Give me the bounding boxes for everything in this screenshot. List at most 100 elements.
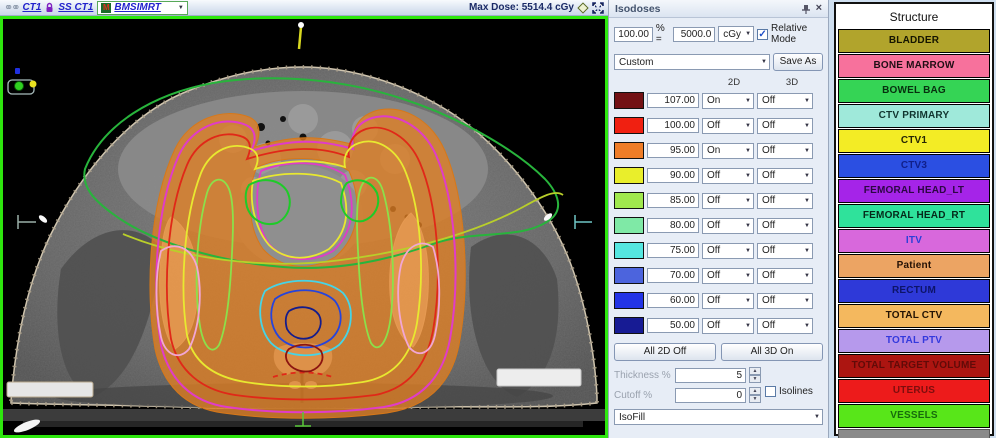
chevron-down-icon[interactable]: ▼ [177, 4, 184, 11]
isodose-level-input[interactable]: 100.00 [647, 118, 699, 133]
isodose-color-swatch[interactable] [614, 92, 644, 109]
chevron-down-icon: ▼ [745, 122, 751, 129]
isodose-level-input[interactable]: 107.00 [647, 93, 699, 108]
isodose-3d-select[interactable]: Off ▼ [757, 92, 813, 109]
isodoses-titlebar[interactable]: Isodoses × [609, 0, 828, 18]
isodose-color-swatch[interactable] [614, 317, 644, 334]
thickness-stepper[interactable]: ▲ ▼ [749, 367, 761, 383]
chevron-down-icon: ▼ [745, 97, 751, 104]
isodose-row: 90.00 Off ▼ Off ▼ [614, 165, 823, 186]
isodose-2d-select[interactable]: Off ▼ [702, 217, 754, 234]
percent-equals-label: % = [655, 23, 665, 45]
isodose-color-swatch[interactable] [614, 292, 644, 309]
chevron-down-icon: ▼ [804, 322, 810, 329]
plan-name[interactable]: BMSIMRT [114, 2, 161, 13]
structure-row[interactable]: FEMORAL HEAD_RT [838, 204, 990, 228]
axis-markers [17, 22, 592, 427]
structure-row[interactable]: RECTUM [838, 279, 990, 303]
isodose-row: 100.00 Off ▼ Off ▼ [614, 115, 823, 136]
isodose-level-input[interactable]: 50.00 [647, 318, 699, 333]
ct-axial-viewport[interactable] [0, 16, 608, 438]
isodose-color-swatch[interactable] [614, 242, 644, 259]
isofill-select[interactable]: IsoFill ▼ [614, 409, 823, 425]
structure-row[interactable]: BONE MARROW [838, 54, 990, 78]
isodose-2d-select[interactable]: Off ▼ [702, 317, 754, 334]
pin-icon[interactable] [801, 4, 810, 14]
chevron-down-icon: ▼ [804, 97, 810, 104]
tab-ct1[interactable]: CT1 [22, 2, 42, 13]
percent-input[interactable]: 100.00 [614, 26, 653, 42]
isodose-3d-select[interactable]: Off ▼ [757, 292, 813, 309]
relative-mode-checkbox[interactable]: ✓ [757, 28, 769, 40]
structure-row[interactable]: TOTAL PTV [838, 329, 990, 353]
expand-icon[interactable] [592, 1, 604, 14]
preset-row: Custom ▼ Save As [614, 53, 823, 71]
isodose-2d-select[interactable]: Off ▼ [702, 292, 754, 309]
structure-row[interactable]: Patient [838, 254, 990, 278]
isodose-3d-select[interactable]: Off ▼ [757, 192, 813, 209]
isodose-color-swatch[interactable] [614, 167, 644, 184]
structure-row[interactable]: CTV PRIMARY [838, 104, 990, 128]
isodose-2d-select[interactable]: Off ▼ [702, 242, 754, 259]
isodose-color-swatch[interactable] [614, 267, 644, 284]
cutoff-stepper[interactable]: ▲ ▼ [749, 387, 761, 403]
structure-row[interactable]: VESSELS [838, 404, 990, 428]
isodose-2d-select[interactable]: On ▼ [702, 142, 754, 159]
structure-row[interactable]: UTERUS [838, 379, 990, 403]
plan-selector[interactable]: M BMSIMRT ▼ [97, 0, 188, 15]
isodose-2d-select[interactable]: Off ▼ [702, 117, 754, 134]
structure-row[interactable]: FEMORAL HEAD_LT [838, 179, 990, 203]
isodose-2d-select[interactable]: Off ▼ [702, 192, 754, 209]
save-as-button[interactable]: Save As [773, 53, 823, 71]
isodose-3d-select[interactable]: Off ▼ [757, 167, 813, 184]
max-dose-readout: Max Dose: 5514.4 cGy [468, 2, 574, 13]
isodose-level-input[interactable]: 75.00 [647, 243, 699, 258]
isodose-2d-select[interactable]: Off ▼ [702, 267, 754, 284]
structure-row[interactable]: BOWEL BAG [838, 79, 990, 103]
chevron-down-icon: ▼ [804, 122, 810, 129]
unit-select[interactable]: cGy ▼ [718, 26, 755, 42]
tab-ss-ct1[interactable]: SS CT1 [58, 2, 94, 13]
isodose-3d-select[interactable]: Off ▼ [757, 142, 813, 159]
isolines-checkbox[interactable] [765, 385, 776, 397]
structure-row[interactable]: ITV [838, 229, 990, 253]
isodose-3d-select[interactable]: Off ▼ [757, 317, 813, 334]
chevron-down-icon: ▼ [804, 147, 810, 154]
isodose-color-swatch[interactable] [614, 192, 644, 209]
thickness-input[interactable]: 5 [675, 367, 746, 383]
isodose-3d-select[interactable]: Off ▼ [757, 242, 813, 259]
preset-select[interactable]: Custom ▼ [614, 54, 770, 70]
cutoff-input[interactable]: 0 [675, 387, 746, 403]
isodose-2d-select[interactable]: On ▼ [702, 92, 754, 109]
isodose-color-swatch[interactable] [614, 217, 644, 234]
isodose-2d-select[interactable]: Off ▼ [702, 167, 754, 184]
isodose-level-input[interactable]: 70.00 [647, 268, 699, 283]
chevron-down-icon: ▼ [814, 414, 820, 420]
close-icon[interactable]: × [815, 2, 822, 14]
col-2d-label: 2D [727, 77, 741, 88]
all-3d-on-button[interactable]: All 3D On [721, 343, 823, 361]
all-2d-off-button[interactable]: All 2D Off [614, 343, 716, 361]
ct-axial-image [3, 19, 605, 435]
structure-row[interactable]: BLADDER [838, 29, 990, 53]
structure-row[interactable]: CTV1 [838, 129, 990, 153]
structure-row[interactable]: TOTAL TARGET VOLUME [838, 354, 990, 378]
structure-row[interactable]: TOTAL CTV [838, 304, 990, 328]
cutoff-label: Cutoff % [614, 389, 653, 401]
dose-input[interactable]: 5000.0 [673, 26, 716, 42]
isodose-3d-select[interactable]: Off ▼ [757, 267, 813, 284]
structure-row[interactable]: CTV3 [838, 154, 990, 178]
isodose-3d-select[interactable]: Off ▼ [757, 117, 813, 134]
dose-normalization-row: 100.00 % = 5000.0 cGy ▼ ✓ Relative Mode [614, 23, 823, 45]
isodose-level-input[interactable]: 95.00 [647, 143, 699, 158]
isodose-color-swatch[interactable] [614, 142, 644, 159]
isodose-3d-select[interactable]: Off ▼ [757, 217, 813, 234]
isodose-row: 80.00 Off ▼ Off ▼ [614, 215, 823, 236]
isodose-color-swatch[interactable] [614, 117, 644, 134]
isodose-level-input[interactable]: 60.00 [647, 293, 699, 308]
diamond-icon[interactable] [577, 1, 589, 14]
isodose-level-input[interactable]: 85.00 [647, 193, 699, 208]
isodose-level-input[interactable]: 90.00 [647, 168, 699, 183]
isodose-level-input[interactable]: 80.00 [647, 218, 699, 233]
